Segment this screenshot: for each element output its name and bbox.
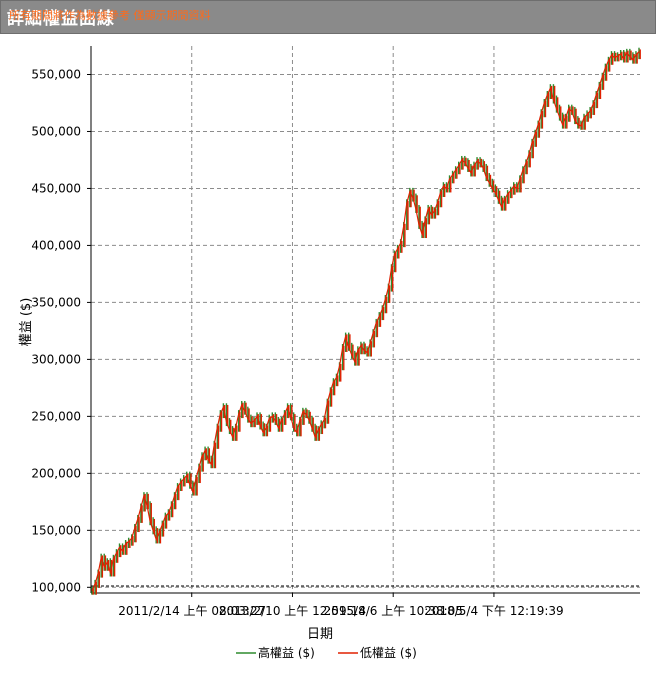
x-tick-label: 2011/2/14 上午 08:03:27 xyxy=(118,604,265,618)
chart-gridlines xyxy=(91,46,640,593)
y-tick-labels: 100,000 150,000 200,000 250,000 300,000 350,0… xyxy=(31,67,81,594)
low-equity-line xyxy=(91,51,640,591)
x-tick-label: 2013/2/10 上午 12:59:14 xyxy=(219,604,366,618)
window-subtitle: 所有期間將作為數據參考 僅顯示期間資料 xyxy=(9,9,211,22)
y-tick-label: 350,000 xyxy=(31,295,81,309)
window-titlebar: 詳細權益曲線 所有期間將作為數據參考 僅顯示期間資料 xyxy=(0,0,656,34)
y-tick-label: 450,000 xyxy=(31,181,81,195)
y-tick-label: 550,000 xyxy=(31,67,81,81)
y-tick-label: 200,000 xyxy=(31,466,81,480)
legend-label: 低權益 ($) xyxy=(360,646,417,660)
chart-legend: 高權益 ($) 低權益 ($) xyxy=(236,645,417,660)
y-tick-label: 400,000 xyxy=(31,238,81,252)
window-title: 詳細權益曲線 xyxy=(7,9,115,29)
y-tick-label: 100,000 xyxy=(31,580,81,594)
legend-label: 高權益 ($) xyxy=(258,645,315,660)
y-tick-label: 250,000 xyxy=(31,409,81,423)
y-axis-title: 權益 ($) xyxy=(19,298,34,347)
y-tick-label: 150,000 xyxy=(31,523,81,537)
chart-axes xyxy=(87,46,640,597)
x-axis-title: 日期 xyxy=(307,627,333,642)
x-tick-label: 2018/5/4 下午 12:19:39 xyxy=(424,604,563,618)
plot-area xyxy=(91,47,641,595)
x-tick-label: 2015/8/6 上午 10:38:05 xyxy=(323,604,462,618)
y-tick-label: 500,000 xyxy=(31,124,81,138)
y-tick-label: 300,000 xyxy=(31,352,81,366)
